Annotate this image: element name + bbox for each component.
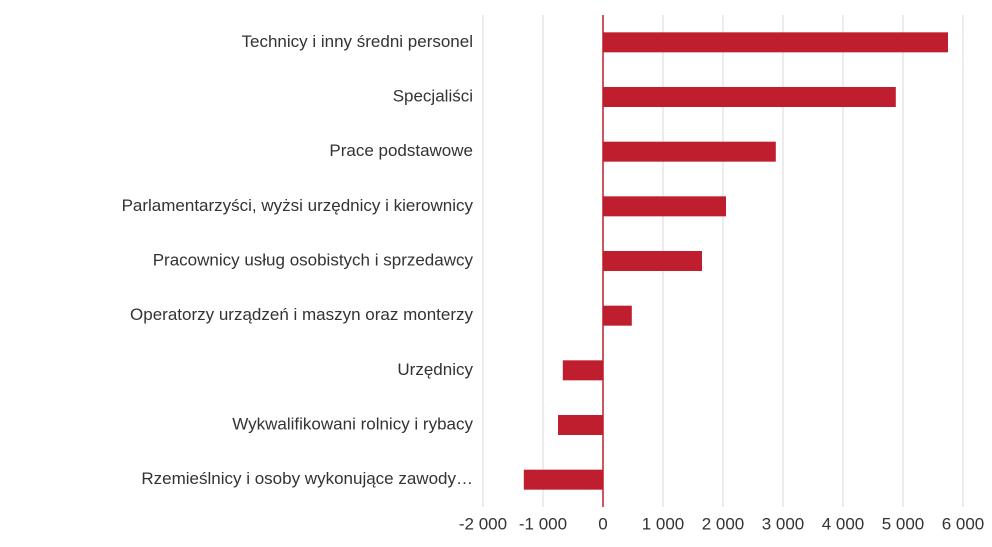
- x-tick-label: 3 000: [762, 514, 805, 533]
- x-tick-label: -1 000: [519, 514, 567, 533]
- y-tick-label: Specjaliści: [393, 86, 473, 105]
- bar: [603, 305, 632, 326]
- y-tick-label: Pracownicy usług osobistych i sprzedawcy: [153, 250, 474, 269]
- bar: [558, 415, 603, 435]
- x-tick-label: 1 000: [642, 514, 685, 533]
- x-tick-label: 0: [598, 514, 607, 533]
- bar: [603, 141, 776, 162]
- bar: [603, 87, 896, 107]
- y-tick-label: Rzemieślnicy i osoby wykonujące zawody…: [141, 469, 473, 488]
- x-tick-label: 5 000: [882, 514, 925, 533]
- y-tick-label: Technicy i inny średni personel: [241, 32, 473, 51]
- bar: [603, 196, 726, 217]
- bar: [562, 360, 603, 381]
- bar: [603, 251, 702, 271]
- y-tick-label: Parlamentarzyści, wyżsi urzędnicy i kier…: [122, 196, 474, 215]
- x-tick-label: 2 000: [702, 514, 745, 533]
- y-tick-label: Urzędnicy: [397, 360, 473, 379]
- y-tick-label: Operatorzy urządzeń i maszyn oraz monter…: [130, 305, 473, 324]
- bar: [523, 469, 603, 490]
- y-tick-label: Wykwalifikowani rolnicy i rybacy: [232, 414, 473, 433]
- x-tick-label: 4 000: [822, 514, 865, 533]
- y-tick-label: Prace podstawowe: [329, 141, 473, 160]
- x-tick-label: -2 000: [459, 514, 507, 533]
- x-tick-label: 6 000: [942, 514, 985, 533]
- bar: [603, 32, 948, 53]
